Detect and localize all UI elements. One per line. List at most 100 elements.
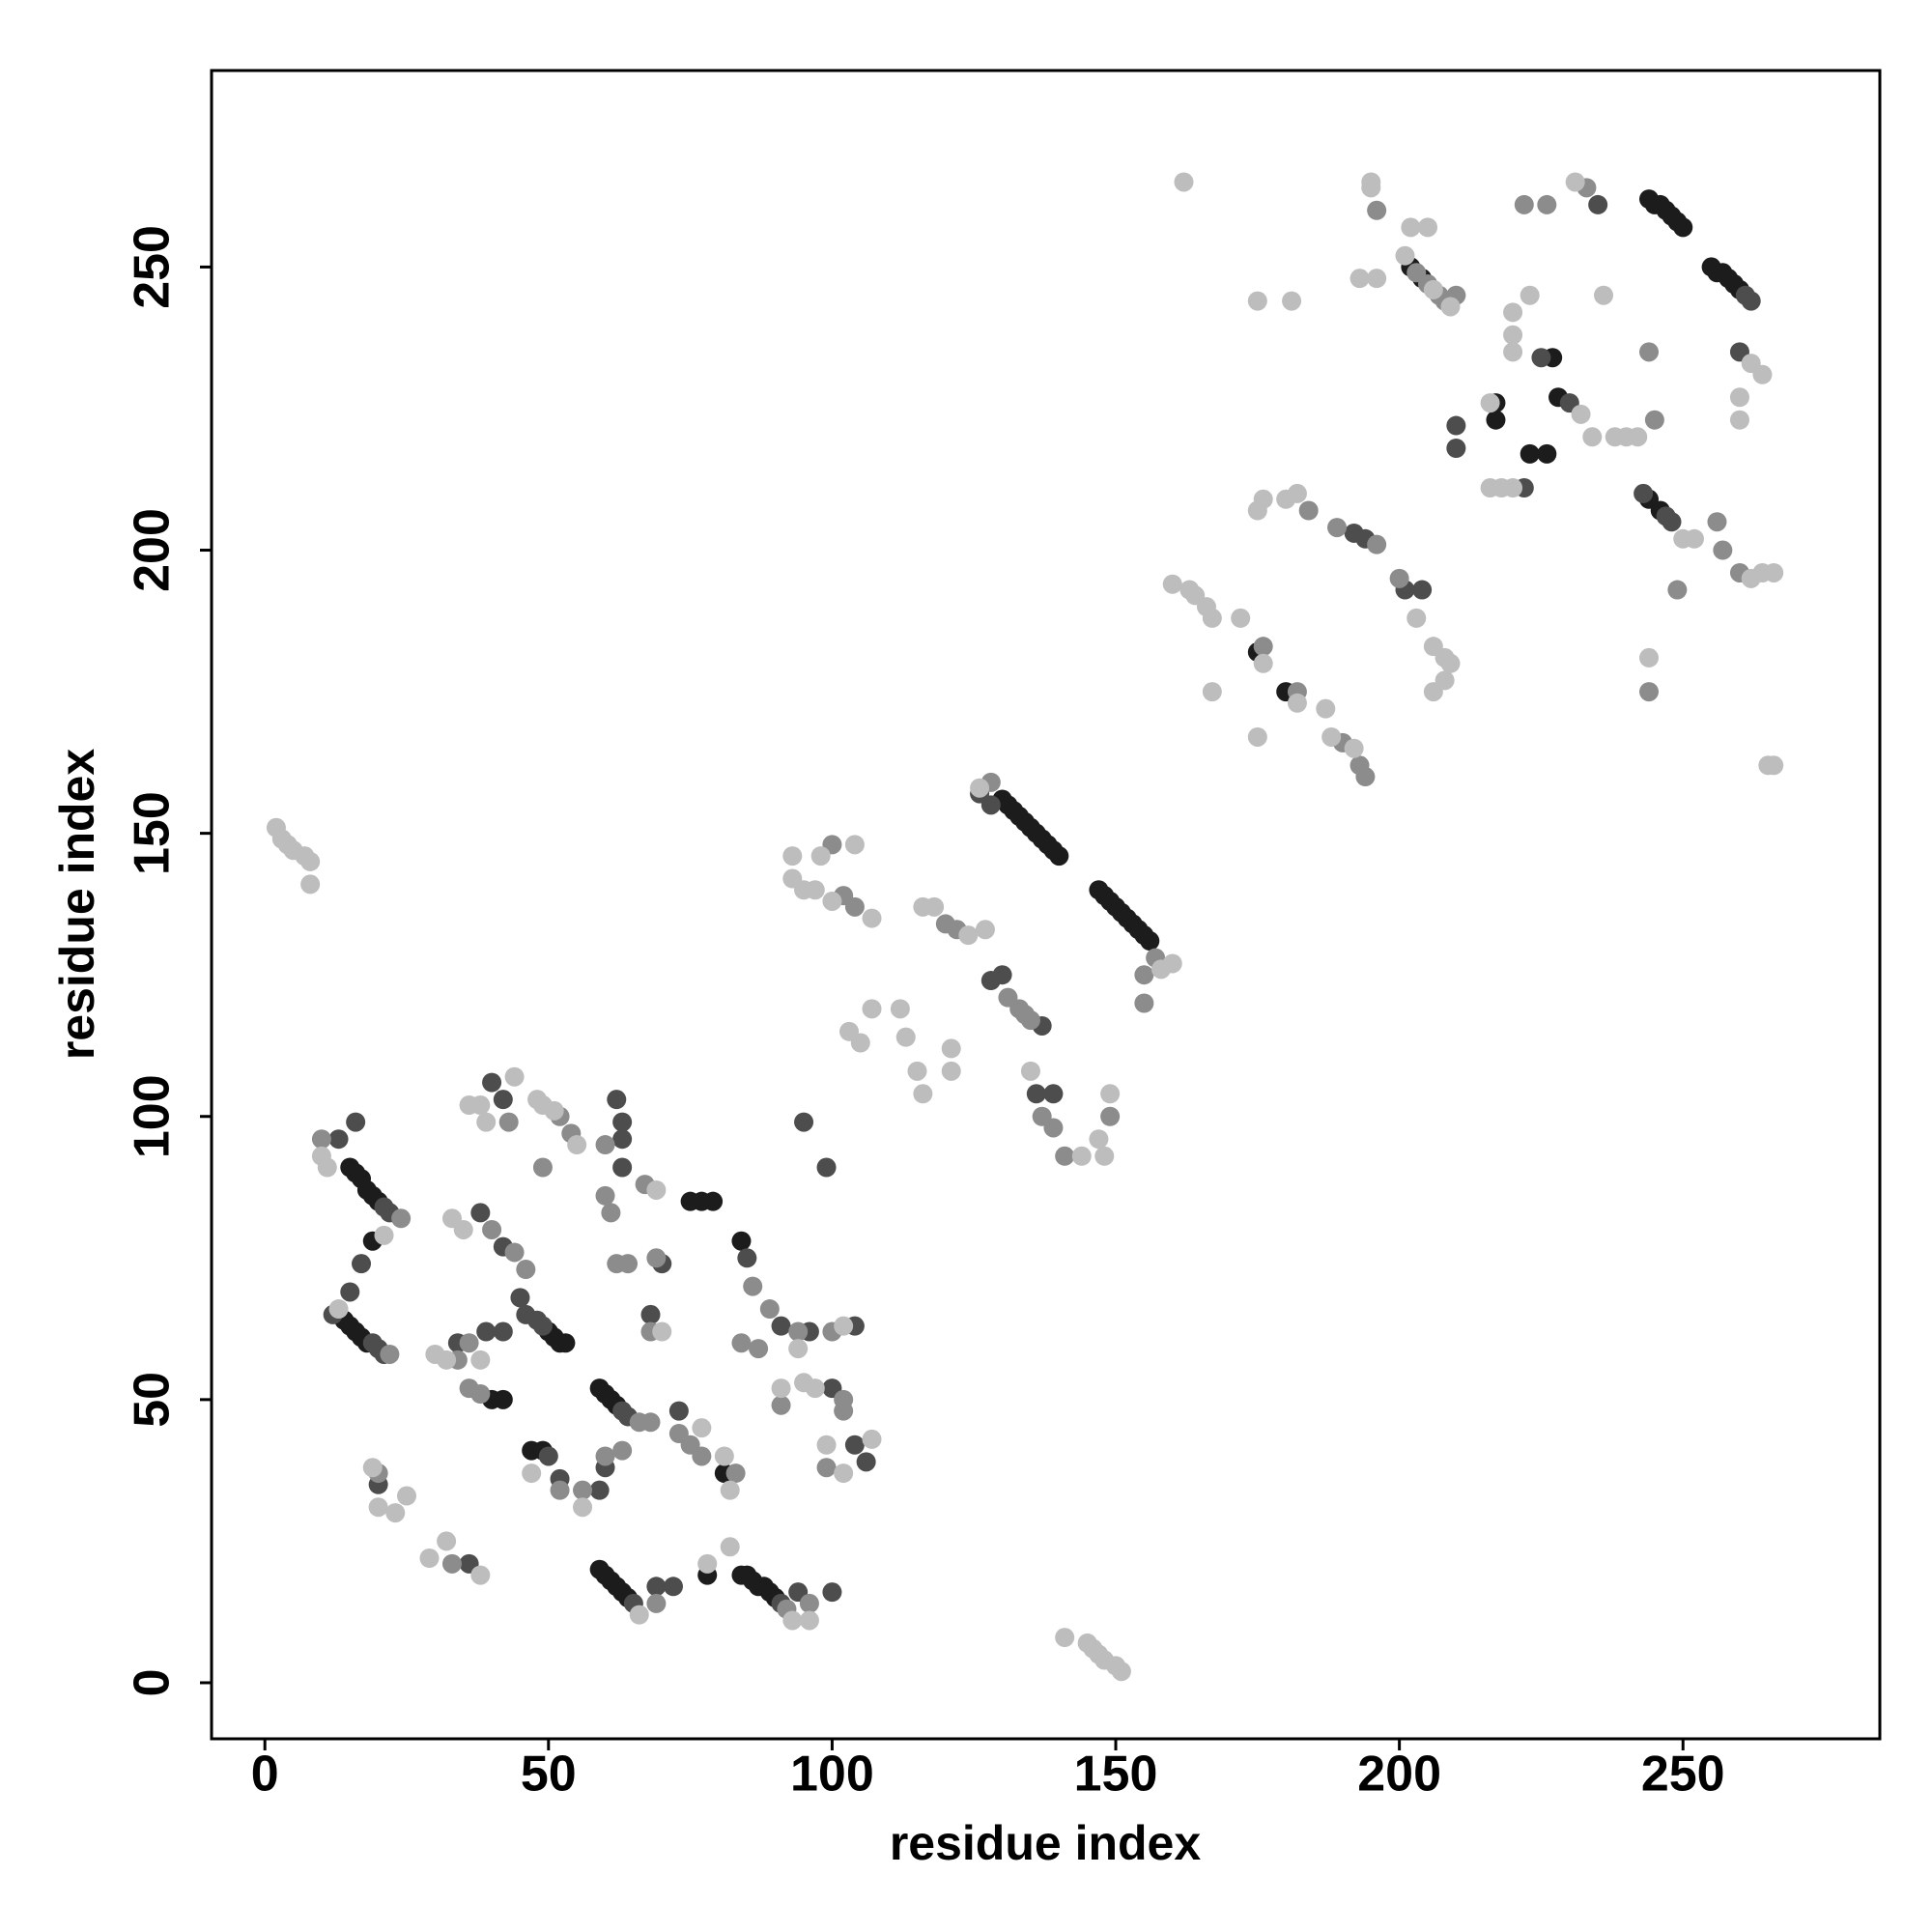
point	[573, 1480, 593, 1500]
point	[1202, 608, 1222, 628]
point	[652, 1321, 672, 1342]
point	[1162, 953, 1182, 974]
point	[550, 1480, 570, 1500]
point	[640, 1304, 661, 1324]
point	[1486, 410, 1506, 430]
point	[437, 1350, 457, 1370]
point	[1503, 478, 1523, 498]
point	[493, 1090, 513, 1110]
point	[1503, 342, 1523, 362]
point	[1344, 738, 1364, 758]
point	[607, 1090, 627, 1110]
point	[1253, 637, 1273, 657]
point	[1729, 410, 1749, 430]
point	[646, 1577, 667, 1597]
point	[782, 846, 803, 867]
point	[1009, 999, 1030, 1019]
point	[1752, 364, 1773, 384]
point	[1423, 279, 1443, 299]
y-tick-label: 50	[125, 1372, 181, 1428]
point	[844, 835, 865, 855]
point	[1440, 653, 1461, 673]
point	[391, 1208, 412, 1229]
point	[1406, 608, 1427, 628]
point	[720, 1480, 740, 1500]
point	[1684, 528, 1704, 549]
point	[504, 1242, 525, 1263]
point	[862, 999, 882, 1019]
point	[612, 1112, 633, 1132]
point	[640, 1412, 661, 1433]
point	[895, 1027, 916, 1047]
point	[441, 1553, 462, 1574]
point	[1417, 217, 1437, 238]
point	[300, 851, 321, 871]
x-tick-label: 150	[1074, 1747, 1158, 1803]
point	[595, 1446, 615, 1466]
point	[1565, 172, 1585, 192]
point	[516, 1260, 536, 1280]
point	[692, 1446, 712, 1466]
point	[703, 1191, 724, 1211]
point	[816, 1435, 837, 1455]
point	[788, 1321, 809, 1342]
point	[470, 1565, 491, 1585]
point	[1662, 512, 1682, 532]
point	[1531, 348, 1551, 368]
point	[1644, 410, 1664, 430]
point	[362, 1458, 383, 1478]
point	[782, 1610, 803, 1631]
point	[1026, 1084, 1046, 1104]
point	[1282, 291, 1302, 311]
point	[1327, 518, 1348, 538]
point	[1412, 580, 1433, 600]
y-tick-label: 0	[125, 1669, 181, 1697]
point	[743, 1276, 763, 1296]
point	[1588, 194, 1608, 214]
point	[1582, 427, 1603, 447]
point	[538, 1446, 558, 1466]
point	[1537, 194, 1557, 214]
point	[1673, 217, 1693, 238]
x-tick-label: 50	[521, 1747, 577, 1803]
x-tick-label: 250	[1641, 1747, 1725, 1803]
point	[799, 1610, 819, 1631]
x-axis-label: residue index	[890, 1816, 1202, 1870]
point	[1503, 325, 1523, 345]
point	[890, 999, 910, 1019]
point	[646, 1248, 667, 1268]
point	[646, 1593, 667, 1613]
point	[493, 1321, 513, 1342]
point	[317, 1157, 337, 1178]
point	[612, 1129, 633, 1150]
point	[834, 1316, 854, 1336]
point	[1247, 500, 1267, 521]
point	[941, 1038, 961, 1059]
point	[453, 1219, 473, 1239]
point	[1480, 393, 1500, 413]
point	[328, 1299, 349, 1320]
point	[476, 1112, 497, 1132]
y-tick-label: 100	[125, 1074, 181, 1158]
point	[1361, 178, 1381, 198]
point	[601, 1203, 621, 1223]
point	[328, 1129, 349, 1150]
point	[1401, 217, 1421, 238]
point	[816, 1157, 837, 1178]
point	[1514, 194, 1534, 214]
point	[907, 1061, 927, 1081]
point	[522, 1463, 542, 1484]
point	[1134, 965, 1154, 985]
point	[311, 1129, 331, 1150]
point	[759, 1299, 780, 1320]
point	[532, 1316, 553, 1336]
point	[856, 1452, 876, 1472]
point	[340, 1282, 360, 1302]
point	[1100, 1106, 1121, 1126]
point	[1231, 608, 1251, 628]
point	[1049, 846, 1069, 867]
point	[1628, 427, 1648, 447]
point	[663, 1577, 683, 1597]
point	[300, 874, 321, 895]
